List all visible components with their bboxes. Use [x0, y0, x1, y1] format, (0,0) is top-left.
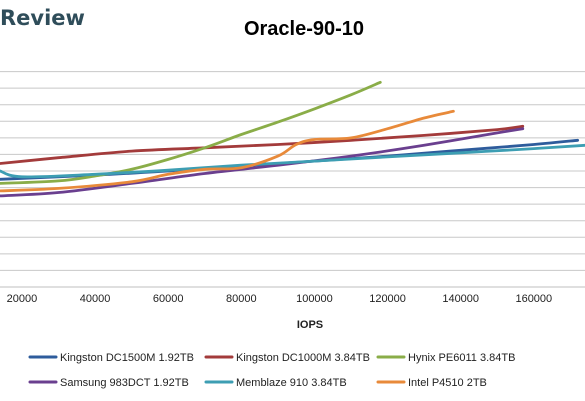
brand-logo-text: Review	[0, 6, 85, 30]
x-tick-label: 160000	[515, 293, 552, 305]
series-line-2	[0, 80, 382, 185]
x-tick-label: 140000	[442, 293, 479, 305]
x-axis-label: IOPS	[297, 319, 323, 331]
legend-label-3: Samsung 983DCT 1.92TB	[60, 377, 189, 389]
series-line-5	[0, 109, 455, 193]
x-tick-labels: 20000 40000 60000 80000 100000 120000 140000 16…	[7, 293, 553, 305]
x-tick-label: 100000	[296, 293, 333, 305]
legend-label-1: Kingston DC1000M 3.84TB	[236, 352, 370, 364]
x-tick-label: 120000	[369, 293, 406, 305]
legend-label-2: Hynix PE6011 3.84TB	[408, 352, 515, 364]
x-tick-label: 20000	[7, 293, 38, 305]
legend-label-0: Kingston DC1500M 1.92TB	[60, 352, 194, 364]
gridlines	[0, 71, 585, 271]
legend-label-5: Intel P4510 2TB	[408, 377, 487, 389]
x-tick-label: 80000	[226, 293, 257, 305]
x-tick-label: 60000	[153, 293, 184, 305]
series-line-1	[0, 124, 525, 165]
series-lines	[0, 80, 585, 198]
legend-label-4: Memblaze 910 3.84TB	[236, 377, 347, 389]
series-line-4	[0, 143, 585, 179]
legend: Kingston DC1500M 1.92TB Kingston DC1000M …	[28, 352, 515, 389]
x-tick-label: 40000	[80, 293, 111, 305]
chart-title: Oracle-90-10	[244, 18, 364, 40]
series-line-3	[0, 127, 525, 198]
